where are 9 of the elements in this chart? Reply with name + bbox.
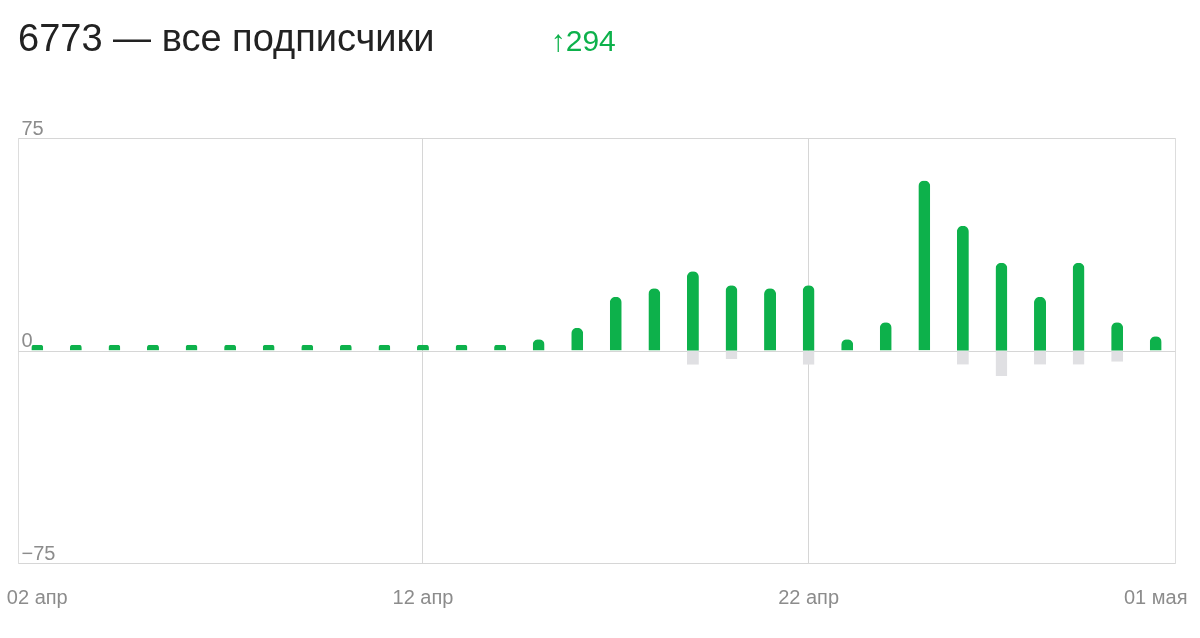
- x-tick-label: 01 мая: [1123, 585, 1188, 608]
- x-tick-label: 02 апр: [6, 585, 68, 608]
- y-tick-label: 0: [21, 329, 33, 351]
- x-tick-label: 22 апр: [778, 585, 840, 608]
- y-tick-label: 75: [21, 116, 44, 139]
- chart-title: 6773 — все подписчики: [18, 17, 435, 59]
- y-tick-label: −75: [21, 541, 56, 564]
- text: ↑294: [550, 24, 616, 57]
- x-tick-label: 12 апр: [392, 585, 454, 608]
